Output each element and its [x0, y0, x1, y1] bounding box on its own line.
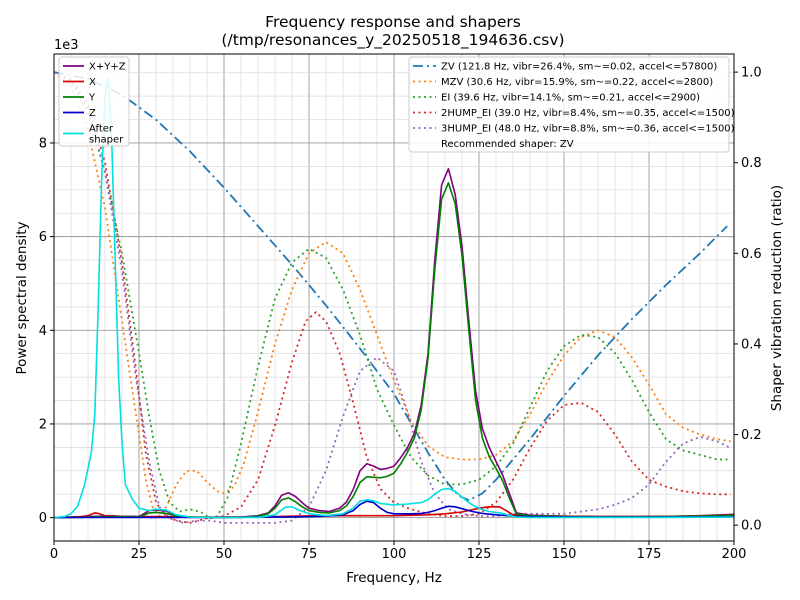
legend-label: shaper	[89, 135, 124, 146]
psd-series-line	[53, 167, 735, 519]
y-right-tick-label: 0.8	[741, 156, 762, 171]
legend-label: X	[89, 77, 96, 88]
right-axis-label: Shaper vibration reduction (ratio)	[769, 185, 785, 411]
legend-shapers: ZV (121.8 Hz, vibr=26.4%, sm~=0.02, acce…	[408, 56, 735, 153]
x-tick-label: 25	[131, 547, 148, 562]
legend-shapers-box	[408, 56, 730, 153]
grid	[53, 54, 735, 541]
x-tick-label: 175	[637, 547, 662, 562]
shaper-series-line	[53, 71, 731, 517]
left-axis-ticks: 0 2 4 6 8	[39, 136, 54, 526]
x-tick-label: 50	[216, 547, 233, 562]
y-left-tick-label: 6	[39, 230, 47, 245]
x-axis-ticks: 0 25 50 75 100 125 150 175 200	[50, 541, 747, 562]
x-tick-label: 100	[382, 547, 407, 562]
y-left-tick-label: 4	[39, 324, 47, 339]
chart-subtitle: (/tmp/resonances_y_20250518_194636.csv)	[221, 31, 564, 50]
y-offset-label: 1e3	[54, 38, 79, 53]
legend-label: X+Y+Z	[89, 62, 126, 73]
x-axis-label: Frequency, Hz	[346, 570, 442, 586]
legend-label: ZV (121.8 Hz, vibr=26.4%, sm~=0.02, acce…	[441, 62, 717, 73]
legend-label: 3HUMP_EI (48.0 Hz, vibr=8.8%, sm~=0.36, …	[441, 124, 735, 135]
x-tick-label: 150	[552, 547, 577, 562]
psd-lines	[53, 76, 735, 519]
x-tick-label: 200	[722, 547, 747, 562]
legend-label: Y	[88, 93, 96, 104]
x-tick-label: 75	[301, 547, 318, 562]
x-tick-label: 125	[467, 547, 492, 562]
psd-series-line	[53, 182, 735, 519]
x-tick-label: 0	[50, 547, 58, 562]
legend-label: MZV (30.6 Hz, vibr=15.9%, sm~=0.22, acce…	[441, 77, 713, 88]
chart-title: Frequency response and shapers	[265, 13, 521, 31]
legend-label: EI (39.6 Hz, vibr=14.1%, sm~=0.21, accel…	[441, 93, 700, 104]
shaper-lines	[53, 71, 732, 524]
y-left-tick-label: 8	[39, 136, 47, 151]
y-right-tick-label: 0.6	[741, 247, 762, 262]
legend-psd-box	[58, 56, 130, 147]
y-right-tick-label: 0.4	[741, 337, 762, 352]
y-left-tick-label: 2	[39, 417, 47, 432]
legend-label: After	[89, 124, 114, 135]
y-right-tick-label: 0.2	[741, 428, 762, 443]
legend-label: Z	[89, 108, 96, 119]
y-right-tick-label: 1.0	[741, 66, 762, 81]
right-axis-ticks: 0.0 0.2 0.4 0.6 0.8 1.0	[734, 66, 762, 534]
recommended-shaper-text: Recommended shaper: ZV	[441, 139, 574, 150]
y-left-tick-label: 0	[39, 511, 47, 526]
legend-label: 2HUMP_EI (39.0 Hz, vibr=8.4%, sm~=0.35, …	[441, 108, 735, 119]
shaper-series-line	[53, 71, 728, 502]
y-right-tick-label: 0.0	[741, 519, 762, 534]
left-axis-label: Power spectral density	[14, 221, 30, 374]
